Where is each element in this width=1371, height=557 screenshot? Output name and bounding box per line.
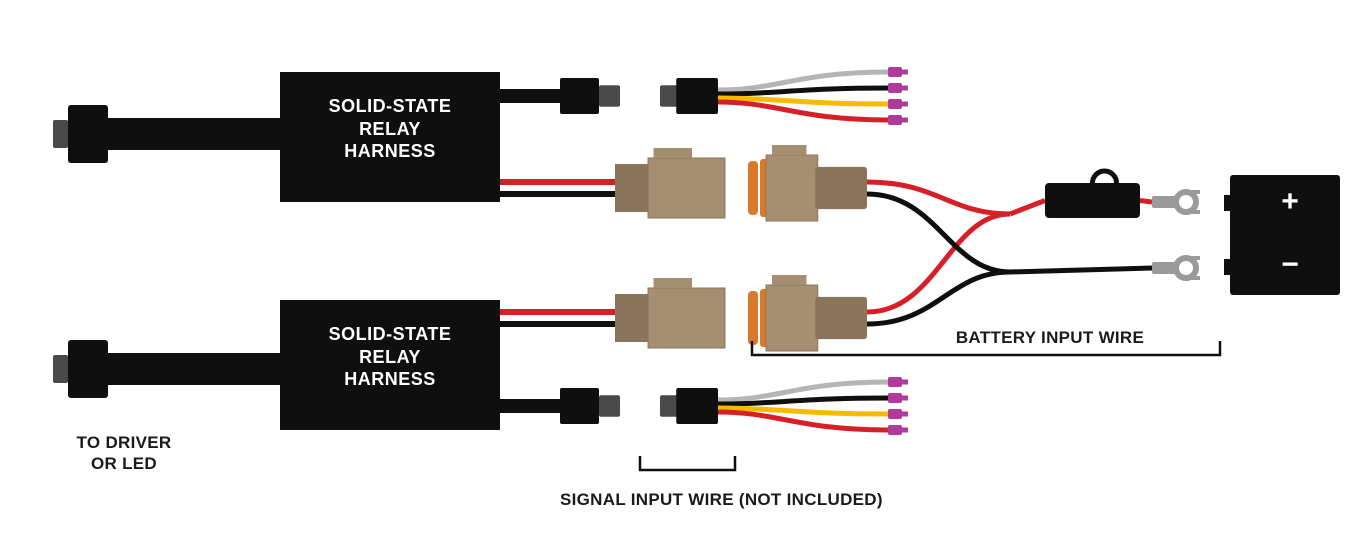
relay-label-bottom: SOLID-STATERELAYHARNESS — [280, 323, 500, 391]
diagram-svg — [0, 0, 1371, 557]
caption-to-driver: TO DRIVEROR LED — [44, 432, 204, 475]
battery-minus-icon: − — [1270, 248, 1310, 282]
wiring-diagram: SOLID-STATERELAYHARNESS SOLID-STATERELAY… — [0, 0, 1371, 557]
battery-plus-icon: + — [1270, 185, 1310, 219]
relay-label-top: SOLID-STATERELAYHARNESS — [280, 95, 500, 163]
caption-signal-wire: SIGNAL INPUT WIRE (NOT INCLUDED) — [560, 490, 980, 510]
caption-battery-wire: BATTERY INPUT WIRE — [880, 328, 1220, 348]
